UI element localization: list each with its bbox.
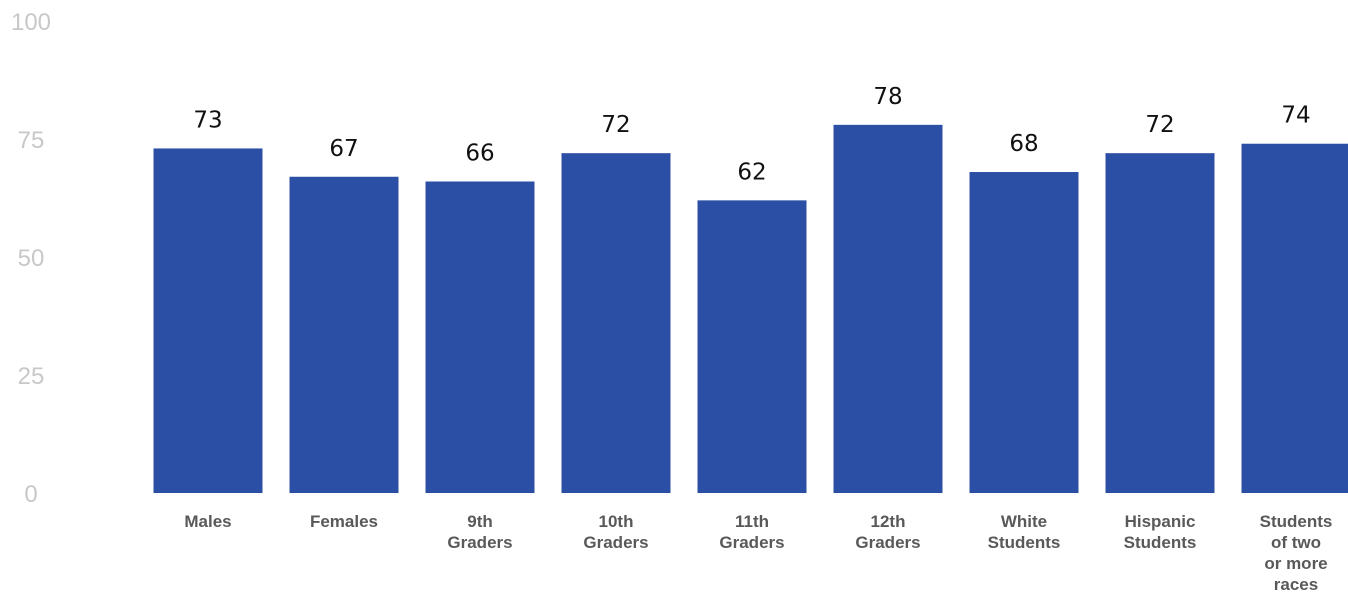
- x-tick-label: Hispanic Students: [1124, 512, 1197, 552]
- x-tick-label-line: Graders: [855, 533, 920, 552]
- data-label: 78: [873, 84, 902, 110]
- data-label: 72: [1145, 112, 1174, 138]
- bar: [969, 172, 1079, 494]
- bar: [1241, 143, 1348, 493]
- y-tick-label: 100: [11, 9, 51, 36]
- x-tick-label-line: Graders: [447, 533, 512, 552]
- data-label: 67: [329, 136, 358, 162]
- x-tick-label-line: Males: [184, 512, 231, 531]
- bar: [289, 176, 399, 493]
- data-label: 68: [1009, 131, 1038, 157]
- bar: [1105, 153, 1215, 493]
- x-tick-label-line: Students: [1124, 533, 1197, 552]
- data-label: 62: [737, 159, 766, 185]
- y-axis: 0 25 50 75 100: [11, 9, 51, 508]
- x-tick-label-line: Students: [1260, 512, 1333, 531]
- y-tick-label: 50: [18, 245, 45, 272]
- x-tick-label: Students of two or more races: [1260, 512, 1333, 593]
- x-tick-label-line: Graders: [719, 533, 784, 552]
- data-label: 72: [601, 112, 630, 138]
- x-tick-label-line: Students: [988, 533, 1061, 552]
- x-tick-label-line: of two: [1271, 533, 1321, 552]
- x-tick-label: Males: [184, 512, 231, 531]
- data-label: 74: [1281, 103, 1310, 129]
- x-tick-label-line: or more: [1264, 554, 1327, 573]
- bars: [153, 124, 1348, 494]
- x-tick-label-line: Hispanic: [1125, 512, 1196, 531]
- bar: [833, 124, 943, 493]
- x-tick-label: 12th Graders: [855, 512, 920, 552]
- bar: [561, 153, 671, 493]
- x-tick-label: Females: [310, 512, 378, 531]
- x-tick-label-line: 12th: [871, 512, 906, 531]
- y-tick-label: 75: [18, 127, 45, 154]
- x-tick-label: 9th Graders: [447, 512, 512, 552]
- x-tick-label: 10th Graders: [583, 512, 648, 552]
- x-tick-label-line: Graders: [583, 533, 648, 552]
- x-tick-label-line: 11th: [735, 512, 769, 531]
- x-tick-label: White Students: [988, 512, 1061, 552]
- y-tick-label: 0: [24, 481, 37, 508]
- data-label: 73: [193, 107, 222, 133]
- bar: [425, 181, 535, 494]
- data-labels: 73 67 66 72 62 78 68 72 74: [193, 84, 1310, 186]
- x-tick-label-line: 9th: [467, 512, 493, 531]
- x-tick-label-line: 10th: [599, 512, 634, 531]
- x-tick-label-line: White: [1001, 512, 1047, 531]
- bar: [153, 148, 263, 493]
- bar: [697, 200, 807, 494]
- x-tick-label-line: races: [1274, 575, 1318, 593]
- y-tick-label: 25: [18, 363, 45, 390]
- x-axis: Males Females 9th Graders 10th Graders 11th Gra…: [184, 512, 1332, 593]
- data-label: 66: [465, 140, 494, 166]
- x-tick-label: 11th Graders: [719, 512, 784, 552]
- x-tick-label-line: Females: [310, 512, 378, 531]
